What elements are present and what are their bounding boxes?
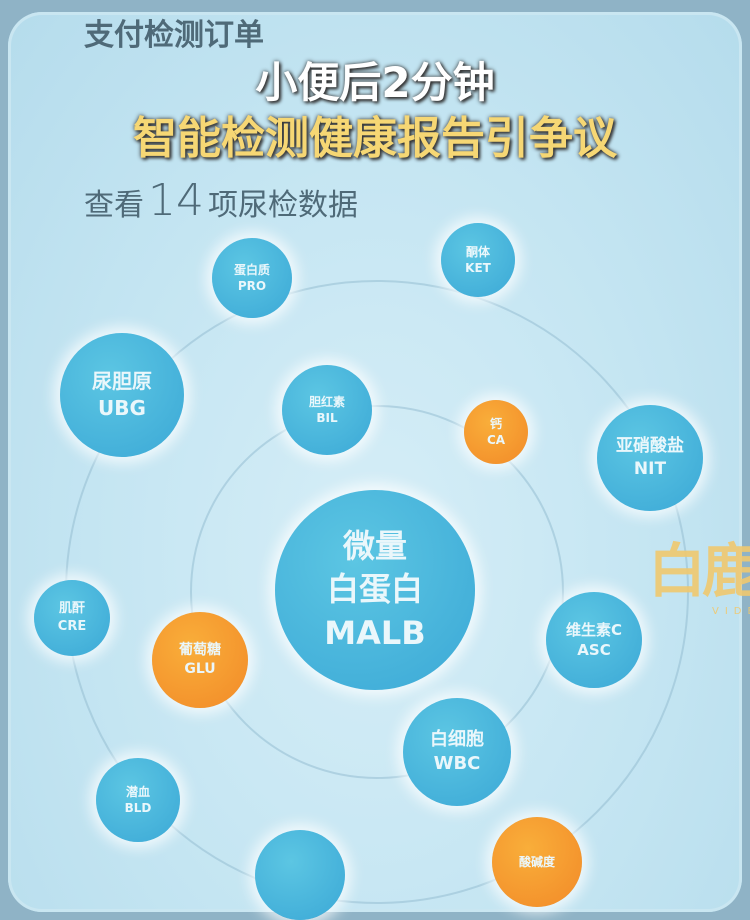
indicator-cn: 胆红素	[308, 394, 345, 409]
watermark-sub: VIDEO	[712, 606, 750, 617]
indicator-cn: 钙	[489, 416, 502, 431]
count: 14	[148, 175, 204, 226]
view-count-text: 查看14 项尿检数据	[84, 176, 358, 231]
indicator-glu[interactable]: 葡萄糖 GLU	[152, 612, 248, 708]
indicator-code: CRE	[57, 619, 87, 634]
watermark-logo: 白鹿	[648, 537, 750, 605]
indicator-ca[interactable]: 钙 CA	[464, 400, 528, 464]
indicator-malb[interactable]: 微量 白蛋白 MALB	[275, 490, 475, 690]
indicator-bld[interactable]: 潜血 BLD	[96, 758, 180, 842]
order-heading: 支付检测订单	[84, 18, 264, 53]
indicator-cn: 葡萄糖	[179, 642, 221, 659]
indicator-cn: 尿胆原	[92, 369, 152, 393]
indicator-cn: 白细胞	[430, 728, 484, 750]
indicator-asc[interactable]: 维生素C ASC	[546, 592, 642, 688]
indicator-wbc[interactable]: 白细胞 WBC	[403, 698, 511, 806]
indicator-cn: 微量 白蛋白	[326, 527, 423, 609]
indicator-code: ASC	[577, 641, 611, 659]
indicator-cre[interactable]: 肌酐 CRE	[34, 580, 110, 656]
caption-line-2: 智能检测健康报告引争议	[133, 113, 617, 164]
indicator-bil[interactable]: 胆红素 BIL	[282, 365, 372, 455]
indicator-code: KET	[465, 261, 491, 275]
indicator-code: BIL	[316, 411, 338, 425]
indicator-cn: 酸碱度	[518, 854, 555, 869]
indicator-code: UBG	[98, 396, 146, 420]
indicator-nit[interactable]: 亚硝酸盐 NIT	[597, 405, 703, 511]
indicator-cn: 酮体	[465, 244, 490, 259]
indicator-code: MALB	[324, 613, 426, 652]
indicator-pro[interactable]: 蛋白质 PRO	[212, 238, 292, 318]
indicator-item-12[interactable]: 酸碱度	[492, 817, 582, 907]
indicator-cn: 蛋白质	[233, 262, 270, 277]
indicator-code: NIT	[633, 459, 667, 479]
indicator-code: BLD	[124, 801, 152, 815]
view-suffix: 项尿检数据	[208, 188, 358, 223]
indicator-code: GLU	[184, 661, 216, 677]
indicator-code: CA	[486, 433, 506, 447]
indicator-code: WBC	[433, 753, 481, 774]
indicator-cn: 潜血	[125, 784, 150, 799]
indicator-item-13[interactable]	[255, 830, 345, 920]
view-prefix: 查看	[84, 188, 144, 223]
indicator-cn: 维生素C	[565, 620, 622, 639]
indicator-cn: 亚硝酸盐	[616, 436, 684, 457]
indicator-code: PRO	[237, 279, 267, 293]
caption-line-1: 小便后2分钟	[255, 58, 495, 107]
indicator-ubg[interactable]: 尿胆原 UBG	[60, 333, 184, 457]
indicator-cn: 肌酐	[58, 601, 85, 617]
indicator-ket[interactable]: 酮体 KET	[441, 223, 515, 297]
